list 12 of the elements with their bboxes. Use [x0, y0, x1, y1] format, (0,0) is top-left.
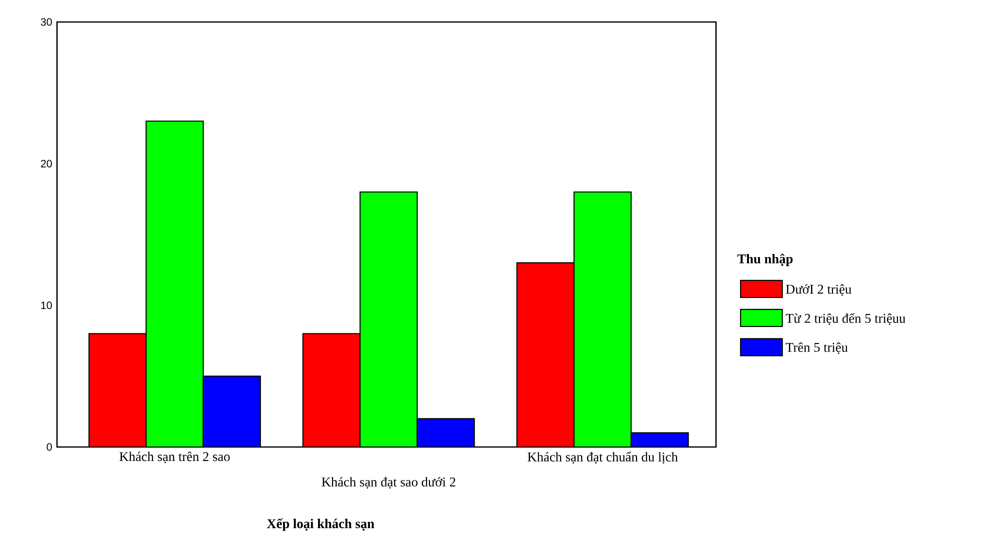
- legend-label: Từ 2 triệu đến 5 triệuu: [786, 313, 906, 325]
- x-axis-title: Xếp loại khách sạn: [266, 518, 374, 531]
- legend-label: DướI 2 triệu: [786, 284, 852, 296]
- x-tick-label: Khách sạn trên 2 sao: [120, 452, 230, 464]
- y-tick-label: 10: [41, 302, 52, 310]
- y-tick-label: 20: [40, 160, 52, 168]
- x-tick-label: Khách sạn đạt sao dưới 2: [322, 477, 456, 489]
- legend-title: Thu nhập: [737, 254, 793, 266]
- y-tick-label: 30: [40, 18, 52, 26]
- legend-label: Trên 5 triệu: [786, 342, 848, 354]
- x-tick-label: Khách sạn đạt chuẩn du lịch: [528, 452, 678, 464]
- y-tick-label: 0: [46, 443, 52, 451]
